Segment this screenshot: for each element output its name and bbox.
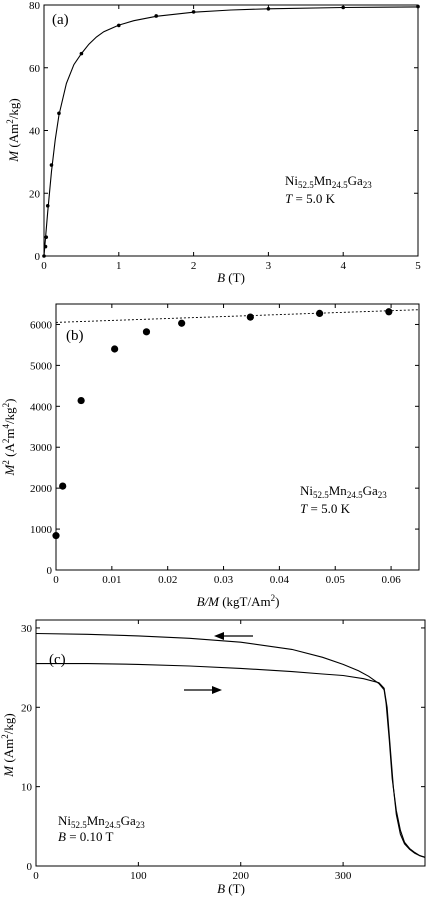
x-tick-label: 0.04 xyxy=(270,574,290,586)
data-point xyxy=(111,345,119,353)
panel-a: 0 1 2 3 4 5 0 20 40 60 80 (a) B (T) M (Am2/kg) Ni5… xyxy=(5,0,421,285)
y-tick-label: 20 xyxy=(29,188,41,200)
x-tick-label: 100 xyxy=(130,870,147,882)
data-point xyxy=(178,319,186,327)
warming-curve xyxy=(36,663,426,858)
fit-curve xyxy=(43,6,419,257)
x-tick-label: 5 xyxy=(415,260,421,272)
panel-c-xlabel: B (T) xyxy=(217,881,245,896)
panel-c-field-label: B = 0.10 T xyxy=(58,829,114,844)
panel-b-xlabel: B/M (kgT/Am2) xyxy=(197,593,280,609)
panel-b: 0 0.01 0.02 0.03 0.04 0.05 0.06 0 1000 2000 3000 40… xyxy=(1,303,420,609)
panel-c-marks xyxy=(35,632,426,858)
panel-b-ticks: 0 0.01 0.02 0.03 0.04 0.05 0.06 0 1000 2000 3000 40… xyxy=(30,304,419,586)
x-tick-label: 0 xyxy=(33,870,39,882)
cooling-arrow-icon xyxy=(214,632,253,640)
x-tick-label: 1 xyxy=(116,260,122,272)
panel-c-ticks: 0 100 200 300 0 10 20 30 xyxy=(21,620,425,882)
x-tick-label: 300 xyxy=(335,870,352,882)
y-tick-label: 30 xyxy=(21,623,33,635)
panel-b-label: (b) xyxy=(66,328,84,344)
x-tick-label: 0 xyxy=(41,260,47,272)
panel-c: 0 100 200 300 0 10 20 30 (c) B (T) M (Am2/kg) N… xyxy=(0,619,426,896)
warming-arrow-icon xyxy=(184,686,222,694)
panel-a-xlabel: B (T) xyxy=(217,270,245,285)
y-tick-label: 5000 xyxy=(30,360,53,372)
cooling-curve xyxy=(35,632,426,858)
y-tick-label: 80 xyxy=(29,0,41,12)
x-tick-label: 2 xyxy=(191,260,197,272)
panel-c-compound-label: Ni52.5Mn24.5Ga23 xyxy=(58,813,145,830)
x-tick-label: 0.05 xyxy=(326,574,346,586)
y-tick-label: 2000 xyxy=(30,483,53,495)
panel-a-label: (a) xyxy=(52,12,69,28)
y-tick-label: 4000 xyxy=(30,401,53,413)
y-tick-label: 60 xyxy=(29,63,41,75)
panel-a-marks xyxy=(42,4,420,258)
panel-a-compound-label: Ni52.5Mn24.5Ga23 xyxy=(285,173,372,190)
panel-b-marks xyxy=(52,308,420,540)
data-point xyxy=(59,482,67,490)
y-tick-label: 0 xyxy=(27,861,33,873)
fit-line xyxy=(55,309,420,323)
panel-c-ylabel: M (Am2/kg) xyxy=(0,713,16,777)
data-point xyxy=(52,532,60,540)
y-tick-label: 0 xyxy=(47,565,53,577)
data-point xyxy=(385,308,393,316)
data-point xyxy=(142,328,151,336)
y-tick-label: 20 xyxy=(21,702,33,714)
y-tick-label: 0 xyxy=(35,251,41,263)
panel-b-ylabel: M2 (A2m4/kg2) xyxy=(1,399,17,477)
data-point xyxy=(416,4,420,9)
x-tick-label: 0.02 xyxy=(158,574,177,586)
panel-b-temperature-label: T = 5.0 K xyxy=(300,501,351,516)
panel-c-frame xyxy=(35,619,426,867)
x-tick-label: 0.01 xyxy=(102,574,121,586)
y-tick-label: 1000 xyxy=(30,524,53,536)
panel-a-frame xyxy=(43,4,419,257)
x-tick-label: 200 xyxy=(232,870,249,882)
panel-b-frame xyxy=(55,303,420,571)
y-tick-label: 6000 xyxy=(30,319,53,331)
x-tick-label: 4 xyxy=(340,260,346,272)
y-tick-label: 10 xyxy=(21,782,33,794)
x-tick-label: 0.06 xyxy=(381,574,401,586)
panel-a-ylabel: M (Am2/kg) xyxy=(5,98,21,162)
y-tick-label: 3000 xyxy=(30,442,53,454)
data-point xyxy=(77,396,85,405)
panel-c-label: (c) xyxy=(49,652,66,668)
data-point xyxy=(315,309,324,318)
x-tick-label: 0.03 xyxy=(214,574,234,586)
data-point xyxy=(246,313,254,321)
x-tick-label: 0 xyxy=(53,574,59,586)
panel-a-ticks: 0 1 2 3 4 5 0 20 40 60 80 xyxy=(29,0,421,272)
y-tick-label: 40 xyxy=(29,126,41,138)
x-tick-label: 3 xyxy=(266,260,272,272)
panel-a-temperature-label: T = 5.0 K xyxy=(285,191,336,206)
panel-b-compound-label: Ni52.5Mn24.5Ga23 xyxy=(300,483,387,500)
